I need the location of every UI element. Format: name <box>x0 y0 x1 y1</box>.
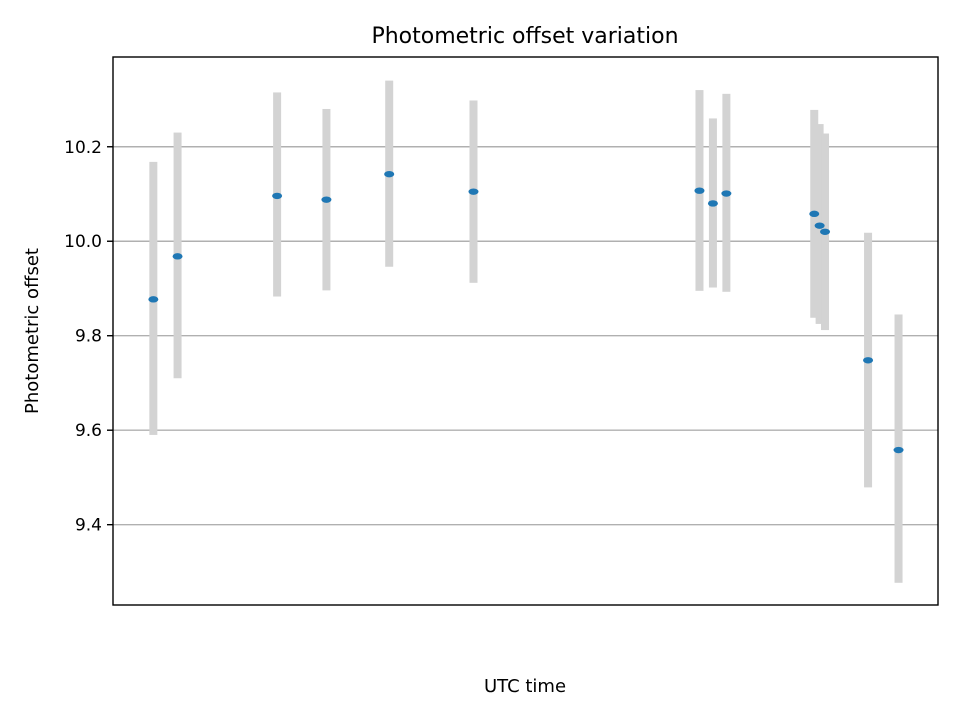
data-point <box>172 253 183 260</box>
error-bars <box>149 80 903 583</box>
data-point <box>809 210 820 218</box>
y-tick-label: 10.0 <box>64 232 102 252</box>
data-point <box>893 446 904 454</box>
data-points <box>148 170 904 454</box>
y-axis-ticks: 9.4 9.6 9.8 10.0 10.2 <box>64 138 113 536</box>
data-point <box>814 222 825 229</box>
data-point <box>820 228 831 235</box>
data-point <box>321 196 332 203</box>
data-point <box>148 296 159 303</box>
y-tick-label: 9.4 <box>75 516 102 536</box>
y-tick-label: 9.8 <box>75 327 102 347</box>
y-tick-label: 9.6 <box>75 421 102 441</box>
grid-lines <box>113 146 938 526</box>
data-point <box>384 170 395 178</box>
data-point <box>721 190 732 197</box>
chart-title: Photometric offset variation <box>371 24 678 49</box>
x-axis-label: UTC time <box>484 676 566 697</box>
y-tick-label: 10.2 <box>64 138 102 158</box>
data-point <box>863 357 874 364</box>
data-point <box>468 188 479 195</box>
data-point <box>707 200 718 207</box>
data-point <box>272 192 283 200</box>
plot-frame <box>112 56 939 606</box>
y-axis-label: Photometric offset <box>22 248 43 414</box>
data-point <box>694 187 705 194</box>
